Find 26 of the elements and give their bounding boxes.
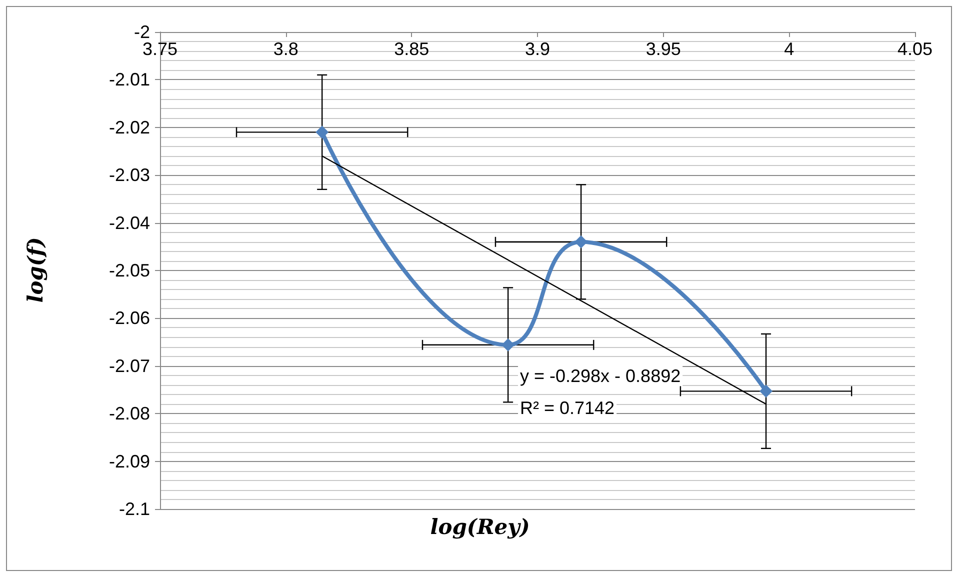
point	[502, 338, 515, 352]
x-tick-label: 4	[784, 39, 794, 59]
y-tick-label: -2.03	[108, 165, 150, 186]
x-tick-label: 3.9	[524, 39, 550, 59]
y-tick-label: -2.07	[108, 356, 150, 376]
y-tick-label: -2.05	[108, 260, 150, 280]
point	[574, 235, 588, 248]
point	[316, 126, 329, 139]
annotation: R² = 0.7142	[520, 398, 615, 418]
y-tick-label: -2.06	[108, 308, 150, 328]
x-tick-label: 3.85	[394, 39, 430, 59]
y-tick-label: -2.09	[108, 451, 150, 472]
x-tick-label: 3.75	[142, 39, 178, 59]
x-tick-label: 3.8	[273, 39, 298, 59]
x-tick-label: 4.05	[897, 39, 933, 59]
y-tick-label: -2.1	[118, 499, 150, 519]
y-tick-label: -2.01	[108, 70, 150, 90]
y-tick-label: -2.08	[108, 404, 150, 424]
y-tick-label: -2	[134, 22, 150, 42]
y-axis-title: log(f)	[22, 237, 48, 303]
y-tick-label: -2.04	[108, 212, 150, 233]
point	[760, 384, 773, 398]
annotation: y = -0.298x - 0.8892	[520, 366, 681, 386]
x-tick-label: 3.95	[646, 39, 681, 59]
x-axis-title: log(Rey)	[430, 514, 530, 539]
y-tick-label: -2.02	[108, 117, 150, 138]
